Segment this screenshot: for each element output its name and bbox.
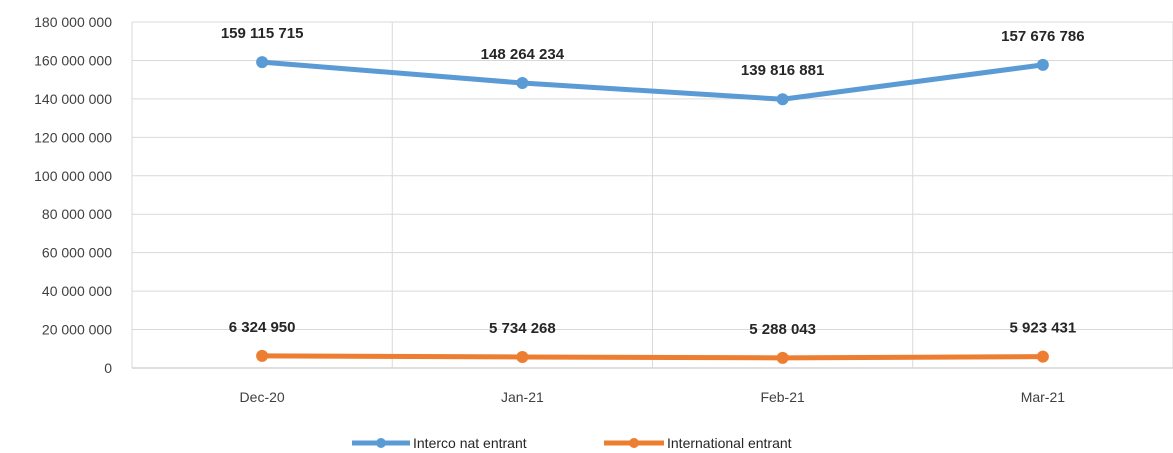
gridlines [131,21,1173,369]
y-tick-label: 40 000 000 [42,283,112,299]
data-label: 6 324 950 [229,319,296,336]
x-axis: Dec-20 Jan-21 Feb-21 Mar-21 [240,389,1066,405]
y-tick-label: 120 000 000 [34,129,112,145]
y-tick-label: 80 000 000 [42,206,112,222]
data-label: 157 676 786 [1001,28,1084,45]
series-line [259,59,1046,102]
data-point [1036,58,1049,71]
data-point [256,349,269,362]
x-tick-label: Dec-20 [240,389,285,405]
legend-label: International entrant [667,435,792,451]
data-point [1036,350,1049,363]
data-point [776,93,789,106]
y-axis: 0 20 000 000 40 000 000 60 000 000 80 000 00… [34,14,112,376]
series-line [259,353,1046,361]
y-tick-label: 140 000 000 [34,91,112,107]
data-point [256,56,269,69]
data-label: 159 115 715 [221,25,304,42]
y-tick-label: 0 [104,360,112,376]
x-tick-label: Jan-21 [501,389,544,405]
data-label: 148 264 234 [481,46,565,63]
data-label: 5 923 431 [1010,320,1077,337]
data-point [776,351,789,364]
data-point [516,350,529,363]
data-label: 5 734 268 [489,320,556,337]
y-tick-label: 160 000 000 [34,52,112,68]
data-point [516,77,529,90]
y-tick-label: 180 000 000 [34,14,112,30]
series-group: 159 115 715 148 264 234 139 816 881 157 676… [221,25,1085,364]
y-tick-label: 100 000 000 [34,168,112,184]
legend-label: Interco nat entrant [413,435,527,451]
data-label: 5 288 043 [749,321,816,338]
x-tick-label: Feb-21 [760,389,805,405]
legend-marker [376,438,386,448]
y-tick-label: 60 000 000 [42,245,112,261]
x-tick-label: Mar-21 [1021,389,1066,405]
legend: Interco nat entrant International entrant [352,435,792,451]
y-tick-label: 20 000 000 [42,322,112,338]
legend-marker [629,438,639,448]
data-label: 139 816 881 [741,62,824,79]
